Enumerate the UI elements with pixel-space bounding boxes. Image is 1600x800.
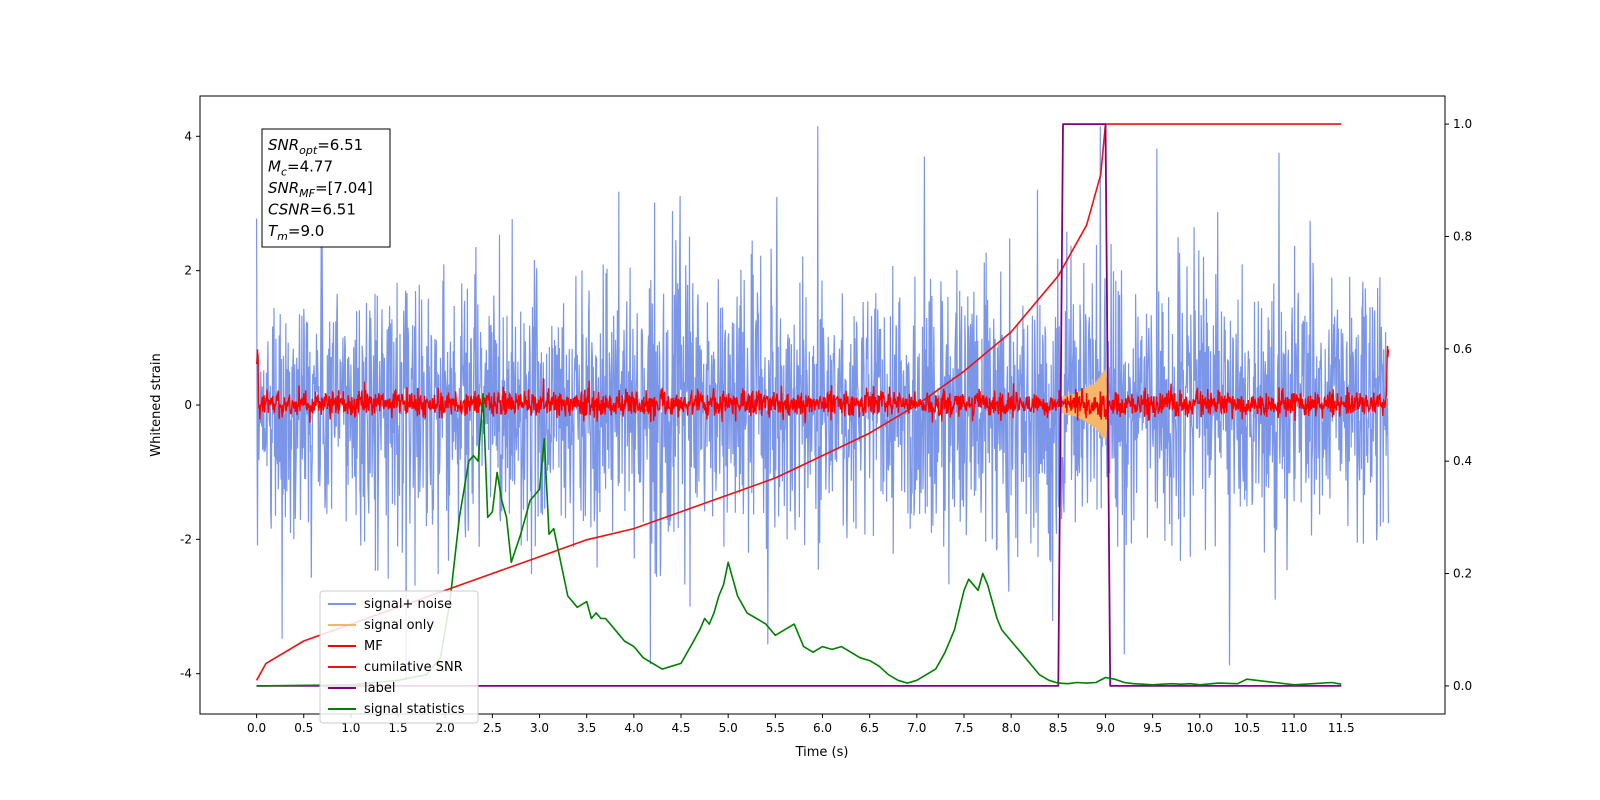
- x-tick-label: 10.5: [1234, 721, 1261, 735]
- y2-tick-label: 0.6: [1453, 342, 1472, 356]
- annotation-value: =9.0: [288, 222, 324, 240]
- annotation-variable: SNR: [268, 179, 299, 197]
- legend-label: label: [364, 681, 395, 696]
- x-tick-label: 7.0: [907, 721, 926, 735]
- x-tick-label: 10.0: [1186, 721, 1213, 735]
- annotation-value: =6.51: [310, 201, 356, 219]
- annotation-subscript: MF: [299, 187, 315, 200]
- y2-tick-label: 0.8: [1453, 229, 1472, 243]
- legend-label: MF: [364, 639, 383, 654]
- legend-label: signal only: [364, 618, 434, 633]
- x-tick-label: 6.5: [860, 721, 879, 735]
- legend-item: cumilative SNR: [328, 660, 463, 675]
- x-tick-label: 3.5: [577, 721, 596, 735]
- x-tick-label: 6.0: [813, 721, 832, 735]
- y2-tick-label: 0.0: [1453, 679, 1472, 693]
- x-tick-label: 8.0: [1002, 721, 1021, 735]
- y2-tick-label: 1.0: [1453, 117, 1472, 131]
- x-axis-label: Time (s): [795, 745, 849, 760]
- x-tick-label: 0.5: [294, 721, 313, 735]
- x-tick-label: 2.0: [436, 721, 455, 735]
- y-tick-label: -4: [180, 667, 192, 681]
- x-tick-label: 7.5: [954, 721, 973, 735]
- y2-tick-label: 0.4: [1453, 454, 1472, 468]
- x-tick-label: 1.0: [341, 721, 360, 735]
- annotation-subscript: opt: [299, 144, 318, 157]
- x-tick-label: 0.0: [247, 721, 266, 735]
- annotation-variable: SNR: [268, 136, 299, 154]
- annotation-line: Tm=9.0: [268, 222, 324, 243]
- legend: signal+ noise signal only MF cumilative SNR…: [319, 590, 479, 724]
- y-tick-label: 0: [184, 398, 192, 412]
- annotation-variable: M: [268, 158, 281, 176]
- x-tick-label: 9.5: [1143, 721, 1162, 735]
- y-tick-label: 2: [184, 264, 192, 278]
- mf-line: [255, 345, 1390, 424]
- legend-frame: [319, 590, 479, 724]
- annotation-variable: T: [268, 222, 279, 240]
- annotation-value: =[7.04]: [315, 179, 373, 197]
- annotation-variable: CSNR: [268, 201, 310, 219]
- signal-noise-line: [256, 126, 1389, 681]
- x-tick-label: 11.0: [1281, 721, 1308, 735]
- legend-item: label: [328, 681, 395, 696]
- legend-label: signal+ noise: [364, 597, 452, 612]
- y-axis-right: 0.0 0.2 0.4 0.6 0.8 1.0: [1445, 117, 1472, 693]
- y-axis-label: Whitened strain: [149, 353, 164, 456]
- annotation-subscript: c: [281, 166, 287, 179]
- legend-label: cumilative SNR: [364, 660, 463, 675]
- x-tick-label: 4.0: [624, 721, 643, 735]
- x-tick-label: 5.5: [766, 721, 785, 735]
- annotation-line: SNRopt=6.51: [268, 136, 363, 157]
- legend-item: signal statistics: [328, 702, 465, 717]
- stats-annotation-box: SNRopt=6.51Mc=4.77SNRMF=[7.04]CSNR=6.51T…: [261, 128, 391, 248]
- x-tick-label: 5.0: [719, 721, 738, 735]
- label-line: [256, 123, 1342, 687]
- annotation-line: Mc=4.77: [268, 158, 333, 179]
- annotation-subscript: m: [277, 230, 288, 243]
- annotation-line: SNRMF=[7.04]: [268, 179, 373, 200]
- x-tick-label: 4.5: [671, 721, 690, 735]
- x-tick-label: 3.0: [530, 721, 549, 735]
- x-tick-label: 2.5: [483, 721, 502, 735]
- x-tick-label: 9.0: [1096, 721, 1115, 735]
- y-axis-left: -4 -2 0 2 4: [180, 129, 200, 681]
- x-tick-label: 8.5: [1049, 721, 1068, 735]
- y-tick-label: 4: [184, 129, 192, 143]
- x-tick-label: 11.5: [1328, 721, 1355, 735]
- annotation-value: =6.51: [317, 136, 363, 154]
- x-axis: 0.0 0.5 1.0 1.5 2.0 2.5 3.0 3.5 4.0 4.5 5.0 5.5 6.0 6…: [247, 714, 1355, 735]
- annotation-line: CSNR=6.51: [268, 201, 356, 219]
- y-tick-label: -2: [180, 532, 192, 546]
- x-tick-label: 1.5: [389, 721, 408, 735]
- annotation-frame: [261, 128, 391, 248]
- legend-label: signal statistics: [364, 702, 465, 717]
- legend-item: signal only: [328, 618, 434, 633]
- legend-item: MF: [328, 639, 383, 654]
- y2-tick-label: 0.2: [1453, 567, 1472, 581]
- legend-item: signal+ noise: [328, 597, 452, 612]
- signal-statistics-line: [256, 393, 1342, 687]
- annotation-value: =4.77: [287, 158, 333, 176]
